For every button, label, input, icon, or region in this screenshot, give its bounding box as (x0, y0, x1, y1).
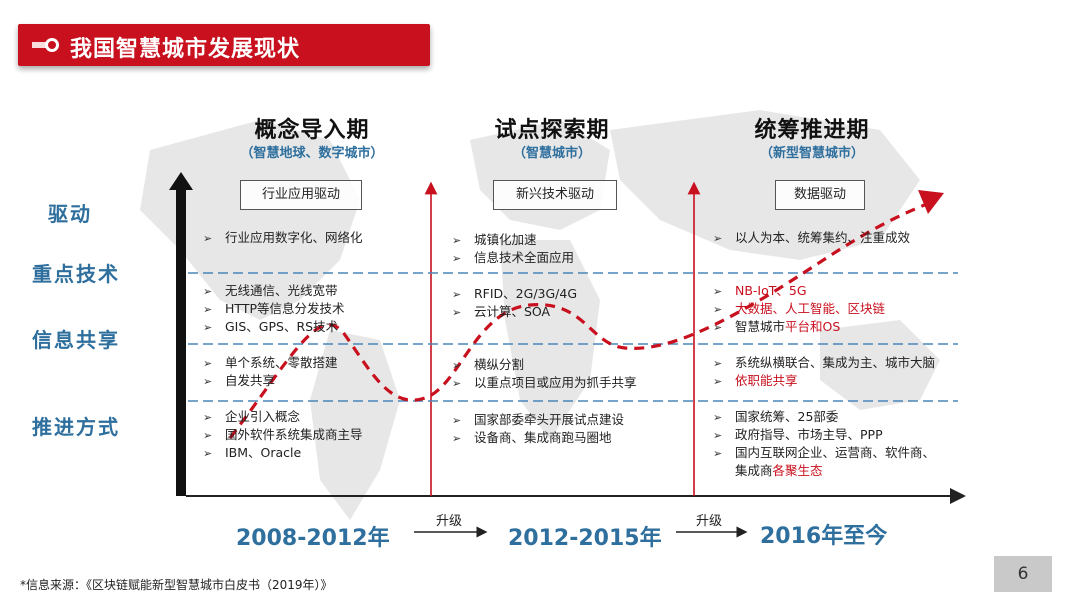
phase-3-subtitle: （新型智慧城市） (759, 146, 864, 161)
list-item-continuation: 集成商各聚生态 (735, 463, 823, 478)
trend-curve (228, 200, 933, 439)
page-title: 我国智慧城市发展现状 (70, 37, 301, 62)
phase-3-driver: 数据驱动 (775, 180, 865, 210)
list-item: ➢ 大数据、人工智能、区块链 (713, 301, 886, 316)
list-item: ➢ 系统纵横联合、集成为主、城市大脑 (713, 355, 936, 370)
upgrade-label-1: 升级 (436, 514, 463, 529)
list-item: ➢ 以重点项目或应用为抓手共享 (452, 375, 637, 390)
list-item: ➢ IBM、Oracle (203, 445, 302, 460)
list-item: ➢ HTTP等信息分发技术 (203, 301, 345, 316)
list-item: ➢ 无线通信、光线宽带 (203, 283, 338, 298)
list-item: ➢ 设备商、集成商跑马圈地 (452, 430, 612, 445)
period-3: 2016年至今 (760, 524, 888, 549)
list-item: ➢ GIS、GPS、RS技术 (203, 319, 339, 334)
list-item: ➢ 智慧城市平台和OS (713, 319, 841, 334)
phase-2-subtitle: （智慧城市） (512, 146, 591, 161)
row-label-driver: 驱动 (48, 202, 92, 226)
list-item: ➢ 以人为本、统筹集约、注重成效 (713, 230, 911, 245)
period-1: 2008-2012年 (236, 526, 390, 551)
list-item: ➢ 企业引入概念 (203, 409, 301, 424)
list-item: ➢ NB-IoT、5G (713, 283, 807, 298)
row-label-info-share: 信息共享 (32, 328, 120, 352)
list-item: ➢ 行业应用数字化、网络化 (203, 230, 363, 245)
list-item: ➢ 国内互联网企业、运营商、软件商、 (713, 445, 936, 460)
list-item: ➢ 横纵分割 (452, 357, 525, 372)
phase-1-title: 概念导入期 (254, 118, 370, 143)
source-note: *信息来源：《区块链赋能新型智慧城市白皮书（2019年）》 (20, 578, 333, 592)
list-item: ➢ 单个系统、零散搭建 (203, 355, 338, 370)
row-label-key-tech: 重点技术 (32, 262, 120, 286)
list-item: ➢ 信息技术全面应用 (452, 250, 575, 265)
trend-arrowhead (918, 190, 944, 214)
list-item: ➢ 城镇化加速 (452, 232, 537, 247)
list-item: ➢ 依职能共享 (713, 373, 798, 388)
banner-knob-icon (32, 38, 59, 52)
list-item: ➢ 国外软件系统集成商主导 (203, 427, 363, 442)
page-number: 6 (1017, 564, 1029, 584)
list-item: ➢ 自发共享 (203, 373, 276, 388)
row-label-method: 推进方式 (32, 415, 120, 439)
list-item: ➢ 云计算、SOA (452, 304, 551, 319)
phase-3-title: 统筹推进期 (754, 118, 870, 143)
phase-2-title: 试点探索期 (494, 118, 610, 143)
phase-2-driver: 新兴技术驱动 (493, 180, 617, 210)
list-item: ➢ RFID、2G/3G/4G (452, 286, 578, 301)
y-axis (176, 188, 186, 496)
header-banner: 我国智慧城市发展现状 (18, 24, 430, 66)
list-item: ➢ 国家部委牵头开展试点建设 (452, 412, 625, 427)
page-number-box: 6 (994, 556, 1052, 592)
y-axis-arrowhead (169, 172, 193, 190)
upgrade-label-2: 升级 (696, 514, 723, 529)
phase-1-driver: 行业应用驱动 (240, 180, 362, 210)
period-2: 2012-2015年 (508, 526, 662, 551)
list-item: ➢ 国家统筹、25部委 (713, 409, 839, 424)
phase-1-subtitle: （智慧地球、数字城市） (240, 146, 384, 161)
list-item: ➢ 政府指导、市场主导、PPP (713, 427, 883, 442)
